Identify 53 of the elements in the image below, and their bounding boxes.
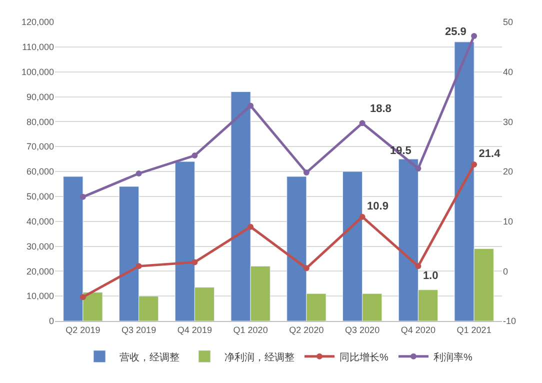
point xyxy=(415,263,422,270)
x-tick-label: Q1 2021 xyxy=(456,324,492,335)
y-tick-label: 50,000 xyxy=(26,192,54,202)
legend-label: 同比增长% xyxy=(340,351,388,364)
data-label: 1.0 xyxy=(422,270,438,282)
y2-tick-label: 10 xyxy=(503,216,514,226)
y-tick-label: 10,000 xyxy=(26,291,54,302)
y-tick-label: 30,000 xyxy=(26,241,54,252)
point xyxy=(136,170,142,176)
y2-tick-label: 20 xyxy=(503,166,514,177)
point xyxy=(80,294,86,300)
annotation: 18.8 xyxy=(370,103,392,115)
y2-tick-label: 40 xyxy=(503,66,514,77)
legend-label: 利润率% xyxy=(434,351,472,364)
x-tick-label: Q2 2019 xyxy=(66,324,100,335)
y-tick-label: 120,000 xyxy=(21,17,54,28)
y2-tick-label: 0 xyxy=(503,266,508,276)
y-tick-label: 60,000 xyxy=(26,166,54,177)
point xyxy=(359,120,366,126)
point xyxy=(136,263,142,270)
point xyxy=(80,194,86,200)
point xyxy=(192,259,198,266)
legend-label: 净利润，经调整 xyxy=(224,351,294,364)
point xyxy=(359,214,366,220)
x-tick-label: Q2 2020 xyxy=(289,324,324,335)
point xyxy=(471,162,478,168)
y-tick-label: 40,000 xyxy=(26,216,54,226)
y-tick-label: 80,000 xyxy=(26,116,54,127)
point xyxy=(248,224,254,230)
y2-tick-label: 30 xyxy=(503,116,514,127)
y-tick-label: 0 xyxy=(48,316,54,326)
y-tick-label: 100,000 xyxy=(21,66,54,77)
y-tick-label: 90,000 xyxy=(26,92,54,102)
point xyxy=(303,170,310,176)
annotation: 25.9 xyxy=(445,26,466,38)
data-label: 10.9 xyxy=(367,200,388,212)
x-tick-label: Q4 2019 xyxy=(177,324,212,335)
data-label: 21.4 xyxy=(478,148,502,160)
point xyxy=(192,152,198,159)
x-tick-label: Q3 2019 xyxy=(122,324,156,335)
point xyxy=(471,32,478,39)
y2-tick-label: -10 xyxy=(503,316,516,326)
legend-label: 营收，经调整 xyxy=(120,351,180,364)
y2-tick-label: 50 xyxy=(503,17,514,28)
y-tick-label: 70,000 xyxy=(26,142,54,152)
x-tick-label: Q3 2020 xyxy=(345,324,380,335)
y-tick-label: 110,000 xyxy=(22,42,54,52)
x-tick-label: Q1 2020 xyxy=(233,324,268,335)
point xyxy=(248,102,254,109)
y-tick-label: 20,000 xyxy=(26,266,54,276)
point xyxy=(303,265,310,272)
x-tick-label: Q4 2020 xyxy=(400,324,436,335)
point xyxy=(415,166,422,172)
